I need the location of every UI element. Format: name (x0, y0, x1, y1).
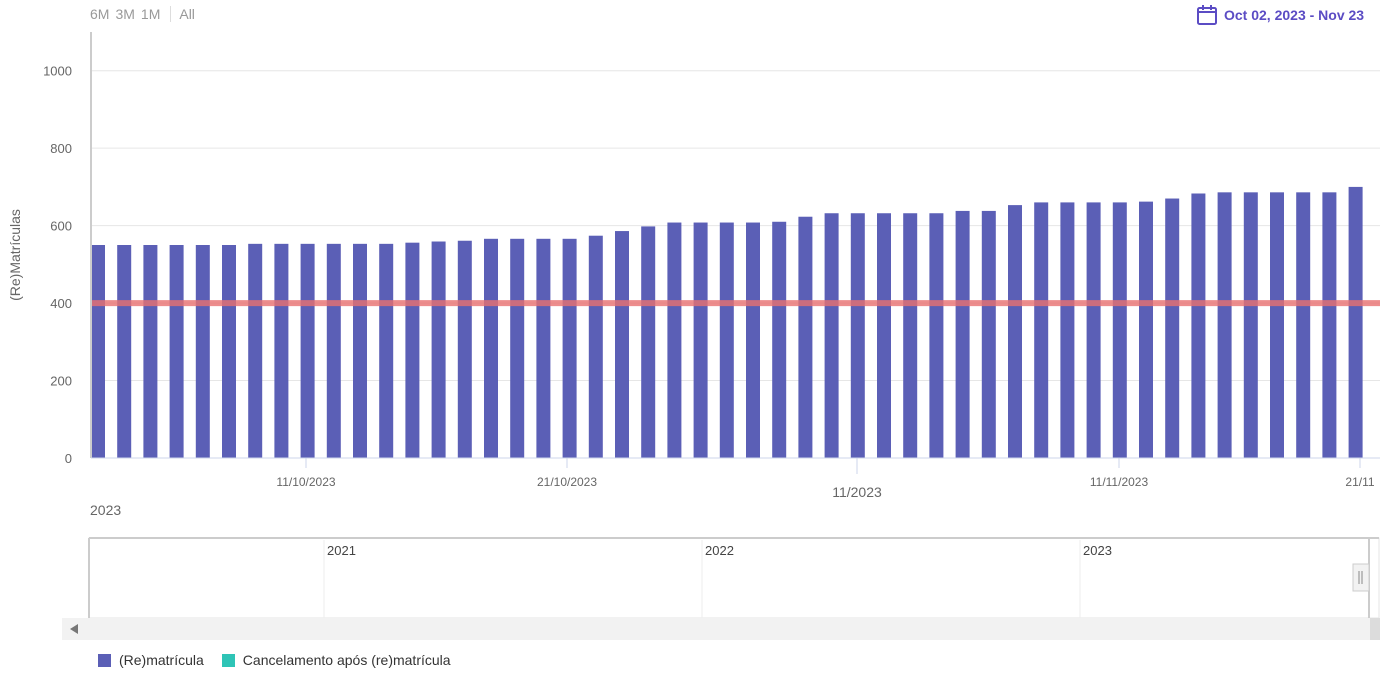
bar[interactable] (353, 243, 367, 458)
range-1m-button[interactable]: 1M (140, 6, 161, 22)
bar[interactable] (510, 238, 525, 458)
navigator-area[interactable] (88, 537, 1380, 619)
bar[interactable] (667, 222, 682, 458)
bar[interactable] (772, 221, 787, 458)
bar[interactable] (746, 222, 760, 458)
navigator-year-labels: 2021 2022 2023 (323, 540, 1112, 618)
navigator-year-label: 2023 (1083, 543, 1112, 558)
bar[interactable] (117, 245, 132, 458)
bar[interactable] (405, 242, 420, 458)
bar-series-rematricula (91, 186, 1363, 458)
y-tick-label: 200 (50, 374, 72, 389)
navigator-year-label: 2022 (705, 543, 734, 558)
legend-label: (Re)matrícula (119, 652, 204, 668)
navigator-handle[interactable] (1352, 563, 1370, 592)
y-tick-label: 1000 (43, 64, 72, 79)
date-range-picker[interactable]: Oct 02, 2023 - Nov 23 (1196, 4, 1364, 26)
bar-chart: 0 200 400 600 800 1000 (Re)Matrículas 11/10/2… (7, 32, 1380, 640)
bar[interactable] (1139, 201, 1153, 458)
bar[interactable] (850, 213, 865, 458)
range-all-button[interactable]: All (179, 6, 195, 22)
legend-item-rematricula[interactable]: (Re)matrícula (98, 652, 204, 668)
bar[interactable] (1243, 192, 1258, 458)
scrollbar-thumb[interactable] (1370, 618, 1380, 640)
legend-swatch-rematricula (98, 653, 111, 667)
bar[interactable] (588, 235, 603, 458)
navigator: 2021 2022 2023 (62, 537, 1380, 640)
bar[interactable] (1348, 186, 1363, 458)
bar[interactable] (222, 245, 236, 458)
year-label: 2023 (90, 502, 121, 518)
y-axis-ticks: 0 200 400 600 800 1000 (43, 64, 72, 466)
bar[interactable] (195, 245, 210, 458)
legend-item-cancelamento[interactable]: Cancelamento após (re)matrícula (221, 652, 451, 668)
range-6m-button[interactable]: 6M (90, 6, 110, 22)
bar[interactable] (929, 213, 944, 458)
scroll-left-arrow-icon (70, 624, 78, 634)
bar[interactable] (615, 231, 629, 458)
bar[interactable] (562, 238, 577, 458)
x-tick-label: 11/10/2023 (276, 475, 335, 489)
legend-label: Cancelamento após (re)matrícula (242, 652, 451, 668)
bar[interactable] (693, 222, 708, 458)
bar[interactable] (1191, 193, 1206, 458)
bar[interactable] (1008, 205, 1022, 458)
bar[interactable] (1165, 198, 1180, 458)
bar[interactable] (641, 226, 656, 458)
navigator-year-label: 2021 (327, 543, 356, 558)
x-tick-label: 21/10/2023 (537, 475, 597, 489)
bar[interactable] (1060, 202, 1075, 458)
legend: (Re)matrícula Cancelamento após (re)matr… (98, 652, 469, 668)
bar[interactable] (484, 238, 498, 458)
bar[interactable] (431, 241, 446, 458)
y-tick-label: 0 (65, 451, 72, 466)
bar[interactable] (143, 245, 158, 458)
range-divider (170, 6, 172, 22)
bar[interactable] (169, 245, 184, 458)
x-tick-label: 21/11 (1345, 475, 1374, 489)
bar[interactable] (91, 245, 105, 458)
x-tick-label: 11/11/2023 (1090, 475, 1149, 489)
bar[interactable] (1217, 192, 1232, 458)
date-range-label: Oct 02, 2023 - Nov 23 (1224, 7, 1365, 23)
y-tick-label: 400 (50, 296, 72, 311)
x-axis-ticks: 11/10/2023 21/10/2023 11/2023 11/11/2023 21/… (276, 458, 1375, 500)
bar[interactable] (300, 243, 315, 458)
bar[interactable] (1270, 192, 1284, 458)
range-3m-button[interactable]: 3M (115, 6, 135, 22)
bar[interactable] (955, 210, 970, 458)
bar[interactable] (903, 213, 918, 458)
bar[interactable] (1112, 202, 1127, 458)
bar[interactable] (326, 243, 341, 458)
bar[interactable] (981, 210, 996, 458)
x-tick-label: 11/2023 (832, 484, 882, 500)
bar[interactable] (1296, 192, 1311, 458)
calendar-icon (1197, 5, 1217, 25)
bar[interactable] (457, 240, 472, 458)
bar[interactable] (1034, 202, 1049, 458)
bar[interactable] (824, 213, 839, 458)
y-tick-label: 600 (50, 219, 72, 234)
bar[interactable] (877, 213, 891, 458)
y-tick-label: 800 (50, 141, 72, 156)
bar[interactable] (379, 243, 394, 458)
range-selector: 6M 3M 1M All (90, 6, 201, 22)
bar[interactable] (1086, 202, 1101, 458)
scrollbar-track[interactable] (62, 618, 1380, 640)
bar[interactable] (274, 243, 289, 458)
bar[interactable] (536, 238, 551, 458)
legend-swatch-cancelamento (221, 653, 235, 667)
bar[interactable] (1322, 192, 1337, 458)
bar[interactable] (798, 216, 813, 458)
bar[interactable] (248, 243, 263, 458)
bar[interactable] (719, 222, 734, 458)
y-axis-label: (Re)Matrículas (7, 209, 23, 301)
